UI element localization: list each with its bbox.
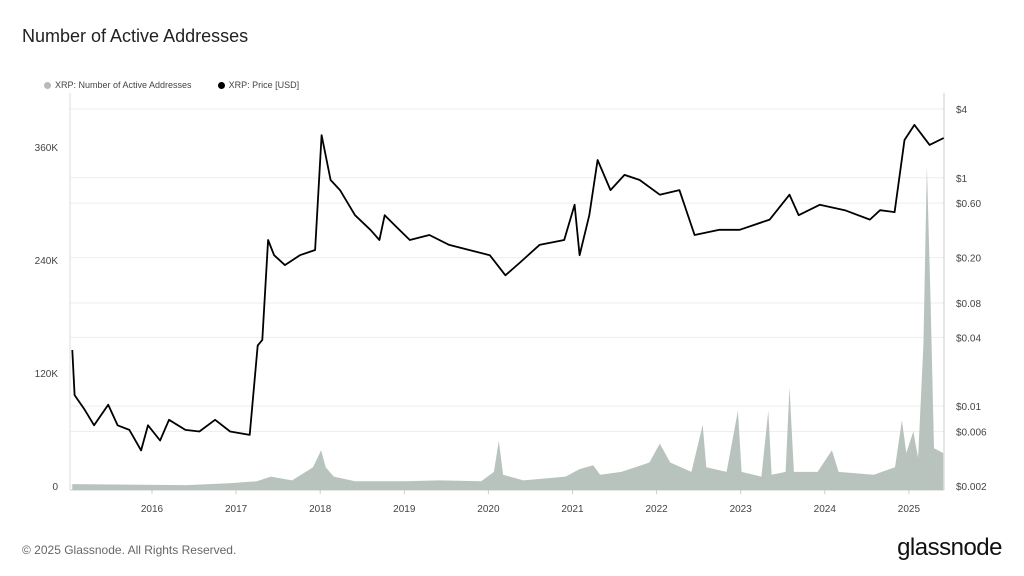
x-tick-label: 2023 — [730, 504, 753, 515]
x-tick-label: 2021 — [561, 504, 584, 515]
legend-dot-icon — [44, 82, 51, 89]
chart-title: Number of Active Addresses — [22, 26, 249, 46]
x-tick-label: 2022 — [645, 504, 668, 515]
y-right-tick-label: $0.006 — [956, 427, 987, 438]
y-right-tick-label: $0.01 — [956, 402, 981, 413]
legend-item-addresses[interactable]: XRP: Number of Active Addresses — [44, 80, 192, 90]
legend-dot-icon — [217, 82, 225, 89]
x-tick-label: 2017 — [225, 504, 248, 515]
y-left-tick-label: 360K — [35, 143, 59, 154]
x-tick-label: 2020 — [477, 504, 500, 515]
copyright: © 2025 Glassnode. All Rights Reserved. — [22, 543, 237, 557]
legend: XRP: Number of Active Addresses XRP: Pri… — [44, 80, 299, 90]
y-right-tick-label: $0.60 — [956, 199, 981, 210]
legend-label: XRP: Price [USD] — [228, 80, 300, 90]
y-right-tick-label: $1 — [956, 174, 968, 185]
y-right-tick-label: $0.08 — [956, 299, 981, 310]
x-tick-label: 2025 — [898, 504, 921, 515]
glassnode-logo: glassnode — [897, 534, 1002, 561]
x-tick-label: 2024 — [814, 504, 837, 515]
y-right-tick-label: $0.002 — [956, 482, 987, 493]
y-right-tick-label: $4 — [956, 105, 968, 116]
y-left-tick-label: 240K — [35, 256, 59, 267]
x-tick-label: 2018 — [309, 504, 332, 515]
x-tick-label: 2019 — [393, 504, 416, 515]
x-tick-label: 2016 — [141, 504, 164, 515]
y-left-tick-label: 0 — [52, 482, 58, 493]
y-left-tick-label: 120K — [35, 369, 59, 380]
y-right-tick-label: $0.20 — [956, 254, 981, 265]
active-addresses-area — [72, 165, 944, 491]
legend-item-price[interactable]: XRP: Price [USD] — [217, 80, 300, 90]
legend-label: XRP: Number of Active Addresses — [55, 80, 192, 90]
price-line — [71, 124, 945, 452]
y-right-tick-label: $0.04 — [956, 333, 981, 344]
